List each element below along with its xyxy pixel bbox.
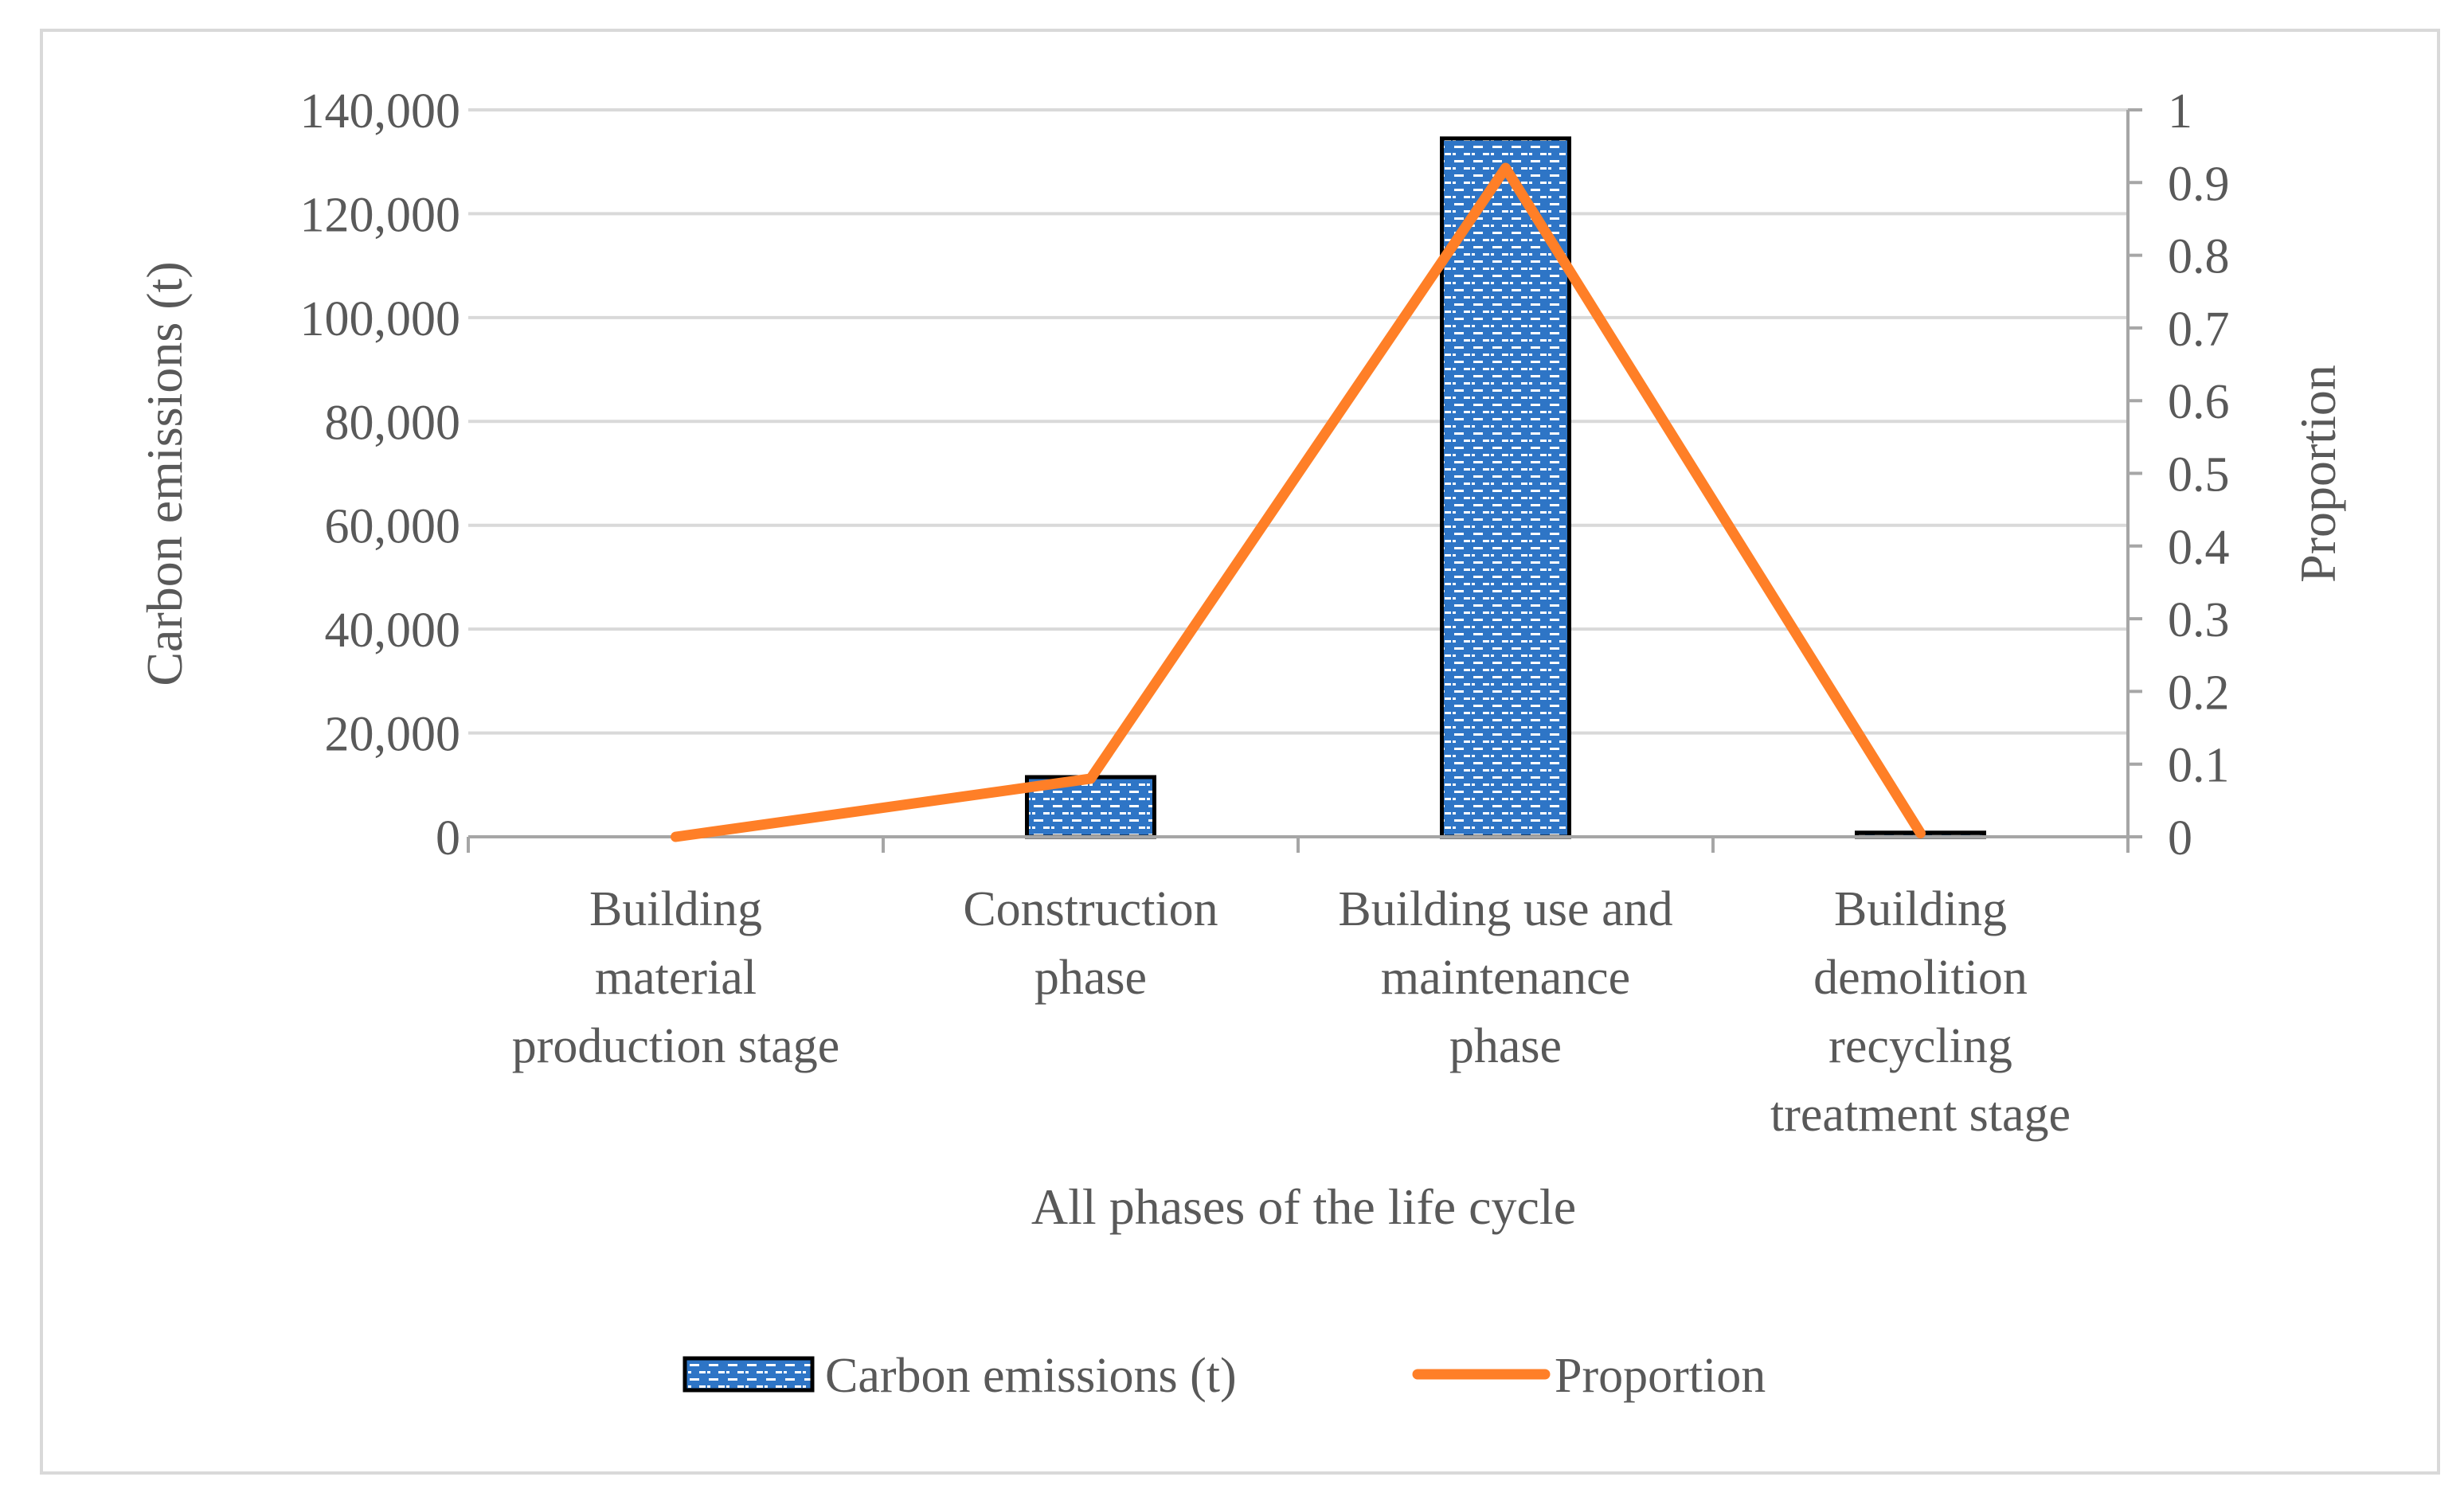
- y-tick-label: 120,000: [300, 188, 461, 242]
- proportion-line: [671, 162, 1926, 842]
- y-tick-label: 40,000: [325, 604, 461, 658]
- bar-2: [1440, 136, 1571, 839]
- category-label-line: material: [595, 951, 757, 1005]
- y2-tick-label: 0.6: [2168, 375, 2230, 429]
- y2-tick-label: 0.5: [2168, 448, 2230, 502]
- x-axis-title: All phases of the life cycle: [1031, 1178, 1576, 1235]
- y2-tick-label: 0.3: [2168, 593, 2230, 647]
- category-label-line: phase: [1034, 951, 1147, 1005]
- category-label-line: Construction: [963, 882, 1218, 936]
- line-series: [671, 162, 1926, 842]
- proportion-point-3: [1919, 832, 1922, 834]
- y2-tick-label: 0.9: [2168, 157, 2230, 211]
- y2-axis-title: Proportion: [2290, 365, 2346, 583]
- category-label-3: Building demolition recycling treatment sta…: [1770, 882, 2071, 1142]
- y2-tick-label: 0.8: [2168, 230, 2230, 284]
- y2-tick-label: 0.4: [2168, 521, 2230, 575]
- category-label-line: Building use and: [1338, 882, 1672, 936]
- category-label-2: Building use and maintenance phase: [1338, 882, 1672, 1073]
- y-tick-label: 0: [436, 811, 460, 865]
- category-label-line: maintenance: [1381, 951, 1630, 1005]
- category-label-line: Building: [1834, 882, 2007, 936]
- y-axis-title: Carbon emissions (t): [136, 261, 193, 686]
- category-label-line: recycling: [1828, 1019, 2012, 1073]
- category-label-line: Building: [589, 882, 762, 936]
- y-tick-label: 140,000: [300, 84, 461, 139]
- left-axis-tick-labels: 0 20,000 40,000 60,000 80,000 100,000 120,000 1…: [300, 84, 461, 865]
- y2-tick-label: 0.7: [2168, 303, 2230, 357]
- y2-tick-label: 0: [2168, 811, 2192, 865]
- category-labels: Building material production stage Construc…: [512, 882, 2071, 1142]
- y-tick-label: 80,000: [325, 396, 461, 450]
- proportion-point-0: [675, 836, 677, 838]
- category-label-line: treatment stage: [1770, 1088, 2071, 1142]
- chart-frame: [40, 29, 2440, 1475]
- gridlines: [468, 108, 2128, 735]
- category-label-0: Building material production stage: [512, 882, 840, 1073]
- y-tick-label: 20,000: [325, 708, 461, 762]
- right-axis-tick-labels: 0 0.1 0.2 0.3 0.4 0.5 0.6 0.7 0.8 0.9 1: [2168, 84, 2230, 865]
- legend-bar-swatch: [682, 1356, 815, 1393]
- y2-tick-label: 0.1: [2168, 739, 2230, 793]
- bar-series: [1025, 136, 1986, 839]
- category-label-line: phase: [1449, 1019, 1562, 1073]
- legend-line-label: Proportion: [1555, 1349, 1766, 1403]
- legend-bar-label: Carbon emissions (t): [825, 1349, 1237, 1403]
- legend: Carbon emissions (t) Proportion: [682, 1349, 1766, 1403]
- y2-tick-label: 0.2: [2168, 666, 2230, 720]
- category-label-line: production stage: [512, 1019, 840, 1073]
- y-tick-label: 60,000: [325, 500, 461, 554]
- proportion-point-2: [1504, 167, 1507, 170]
- category-label-line: demolition: [1813, 951, 2028, 1005]
- y2-tick-label: 1: [2168, 84, 2192, 139]
- y-tick-label: 100,000: [300, 292, 461, 346]
- category-label-1: Construction phase: [963, 882, 1218, 1005]
- axes: [467, 108, 2142, 853]
- proportion-point-1: [1089, 777, 1092, 779]
